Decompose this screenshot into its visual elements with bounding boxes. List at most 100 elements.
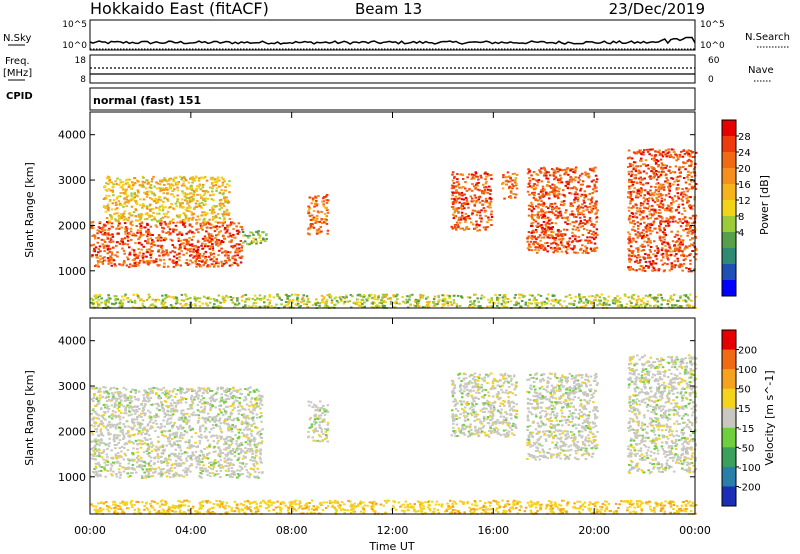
data-cell xyxy=(114,204,118,207)
data-cell xyxy=(158,264,161,267)
data-cell xyxy=(473,194,477,197)
data-cell xyxy=(188,223,192,226)
data-cell xyxy=(210,223,213,226)
data-cell xyxy=(334,303,337,306)
data-cell xyxy=(320,301,324,304)
data-cell xyxy=(194,176,198,179)
data-cell xyxy=(360,304,363,307)
data-cell xyxy=(668,184,671,186)
data-cell xyxy=(94,237,97,240)
data-cell xyxy=(563,168,566,171)
data-cell xyxy=(229,251,232,254)
data-cell xyxy=(398,302,401,305)
data-cell xyxy=(215,225,218,228)
data-cell xyxy=(335,299,339,302)
data-cell xyxy=(691,237,694,240)
data-cell xyxy=(659,229,662,232)
data-cell xyxy=(543,303,547,306)
data-cell xyxy=(649,241,652,244)
data-cell xyxy=(233,254,237,257)
data-cell xyxy=(187,181,191,184)
data-cell xyxy=(360,295,364,298)
data-cell xyxy=(231,301,234,304)
data-cell xyxy=(152,207,155,210)
data-cell xyxy=(593,242,597,245)
data-cell xyxy=(148,208,152,211)
data-cell xyxy=(256,443,259,446)
data-cell xyxy=(93,295,96,298)
data-cell xyxy=(204,250,208,253)
data-cell xyxy=(552,212,555,215)
data-cell xyxy=(675,154,679,157)
data-cell xyxy=(568,237,572,240)
data-cell xyxy=(176,299,179,302)
data-cell xyxy=(283,305,286,308)
data-cell xyxy=(679,220,682,223)
data-cell xyxy=(239,240,243,242)
data-cell xyxy=(559,210,562,213)
data-cell xyxy=(639,234,642,237)
data-cell xyxy=(531,178,535,180)
data-cell xyxy=(545,174,548,177)
data-cell xyxy=(90,221,94,224)
data-cell xyxy=(677,179,681,182)
data-cell xyxy=(124,182,128,185)
freq-panel-frame xyxy=(89,54,696,84)
data-cell xyxy=(138,254,141,257)
data-cell xyxy=(547,299,551,302)
data-cell xyxy=(185,209,189,212)
data-cell xyxy=(556,214,560,217)
data-cell xyxy=(217,254,220,257)
data-cell xyxy=(513,304,516,307)
data-cell xyxy=(526,190,530,193)
data-cell xyxy=(107,298,110,301)
data-cell xyxy=(389,302,393,305)
data-cell xyxy=(514,302,518,305)
data-cell xyxy=(230,240,233,243)
noise-tick-low-right: 10^0 xyxy=(700,41,725,51)
data-cell xyxy=(140,222,144,225)
data-cell xyxy=(322,203,325,206)
data-cell xyxy=(183,462,186,465)
data-cell xyxy=(186,264,190,266)
data-cell xyxy=(555,189,559,192)
data-cell xyxy=(120,404,123,406)
data-cell xyxy=(634,176,637,179)
data-cell xyxy=(540,180,544,183)
noise-panel: N.Sky 10^5 10^0 10^5 10^0 N.Search xyxy=(3,19,790,51)
data-cell xyxy=(190,189,194,191)
data-cell xyxy=(630,268,633,271)
data-cell xyxy=(577,204,581,207)
data-cell xyxy=(166,254,170,256)
data-cell xyxy=(559,241,563,244)
data-cell xyxy=(665,217,669,220)
data-cell xyxy=(546,228,549,231)
data-cell xyxy=(120,305,124,308)
data-cell xyxy=(140,475,144,477)
data-cell xyxy=(432,301,435,304)
data-cell xyxy=(672,265,676,268)
data-cell xyxy=(566,187,570,190)
data-cell xyxy=(131,468,134,470)
data-cell xyxy=(563,300,566,303)
data-cell xyxy=(226,251,230,254)
data-cell xyxy=(473,300,476,302)
data-cell xyxy=(325,199,328,202)
data-cell xyxy=(455,221,459,224)
data-cell xyxy=(117,224,120,227)
data-cell xyxy=(265,233,268,236)
data-cell xyxy=(483,190,487,193)
data-cell xyxy=(326,294,329,297)
data-cell xyxy=(639,303,643,306)
data-cell xyxy=(636,247,640,250)
data-cell xyxy=(636,221,639,224)
data-cell xyxy=(95,295,98,298)
data-cell xyxy=(569,203,573,206)
data-cell xyxy=(126,181,129,184)
data-cell xyxy=(595,178,599,181)
data-cell xyxy=(188,199,192,202)
data-cell xyxy=(490,177,493,180)
data-cell xyxy=(121,181,125,183)
data-cell xyxy=(594,212,597,215)
data-cell xyxy=(258,397,262,400)
